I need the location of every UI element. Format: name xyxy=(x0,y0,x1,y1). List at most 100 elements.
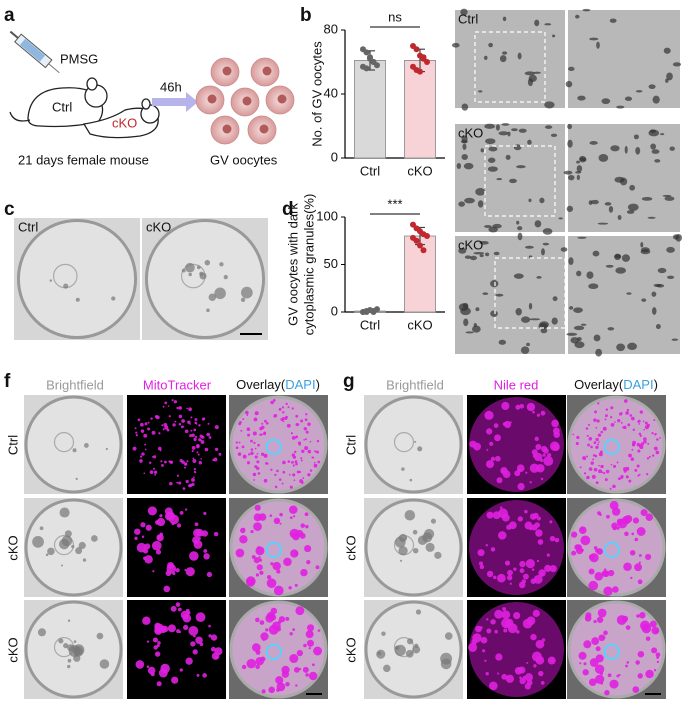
signal xyxy=(315,565,320,570)
signal xyxy=(656,438,659,441)
signal xyxy=(306,639,315,647)
granule xyxy=(398,533,408,543)
signal xyxy=(583,662,587,666)
organelle xyxy=(671,338,679,341)
signal xyxy=(591,474,596,479)
micrograph xyxy=(568,10,680,108)
signal xyxy=(276,469,279,473)
inset-box xyxy=(484,145,556,217)
signal xyxy=(307,449,312,454)
organelle xyxy=(511,128,518,132)
organelle xyxy=(666,275,675,279)
signal xyxy=(600,464,604,469)
granule xyxy=(67,619,71,622)
signal xyxy=(158,432,161,435)
signal xyxy=(537,539,544,545)
signal xyxy=(602,426,607,431)
signal xyxy=(135,431,138,434)
signal xyxy=(594,410,598,414)
organelle xyxy=(485,138,496,145)
signal xyxy=(149,470,154,474)
signal xyxy=(598,634,606,642)
signal xyxy=(292,628,296,631)
signal xyxy=(241,664,247,670)
signal xyxy=(235,548,245,558)
granule xyxy=(188,272,192,277)
signal xyxy=(162,405,165,408)
granule xyxy=(434,551,442,559)
signal xyxy=(316,439,320,443)
organelle xyxy=(490,310,498,317)
signal xyxy=(250,439,253,443)
signal xyxy=(606,514,610,519)
signal xyxy=(639,612,646,619)
granule xyxy=(206,308,210,313)
overlay-text: Overlay( xyxy=(574,377,624,392)
signal xyxy=(535,639,545,649)
signal xyxy=(484,659,487,662)
organelle xyxy=(507,131,511,137)
signal xyxy=(519,677,526,685)
signal xyxy=(625,625,631,630)
signal xyxy=(255,664,260,670)
organelle xyxy=(484,123,495,129)
organelle xyxy=(669,146,675,151)
organelle xyxy=(528,198,532,203)
signal xyxy=(595,445,599,449)
data-point xyxy=(363,49,370,56)
organelle xyxy=(615,267,626,274)
signal xyxy=(306,624,315,632)
signal xyxy=(653,669,657,672)
y-tick-label: 0 xyxy=(331,149,338,164)
organelle xyxy=(566,332,578,336)
nucleus xyxy=(53,535,75,556)
signal xyxy=(292,464,295,467)
granule xyxy=(67,644,75,652)
organelle xyxy=(666,72,673,81)
x-tick-label: Ctrl xyxy=(360,163,380,178)
signal xyxy=(598,464,600,467)
organelle xyxy=(576,270,582,277)
data-point xyxy=(420,54,427,61)
signal xyxy=(588,467,593,471)
signal xyxy=(268,686,275,694)
signal xyxy=(159,514,163,518)
signal xyxy=(191,433,195,437)
signal xyxy=(524,673,533,682)
organelle xyxy=(495,293,504,297)
signal xyxy=(640,442,645,446)
signal xyxy=(186,407,188,410)
signal xyxy=(283,557,292,567)
granule xyxy=(424,528,435,540)
signal xyxy=(210,634,218,641)
organelle xyxy=(552,296,558,302)
signal xyxy=(490,619,496,625)
granule xyxy=(63,642,69,649)
organelle xyxy=(521,316,531,323)
granule xyxy=(417,446,423,452)
signal xyxy=(140,522,146,528)
signal xyxy=(289,516,293,520)
signal xyxy=(235,441,238,444)
signal xyxy=(494,609,504,619)
signal xyxy=(610,463,613,466)
signal xyxy=(655,450,660,455)
signal xyxy=(289,654,299,664)
signal xyxy=(595,674,605,684)
micrographs xyxy=(14,8,682,699)
granule xyxy=(39,526,44,531)
granule xyxy=(376,649,386,659)
signal xyxy=(486,618,489,621)
organelle xyxy=(480,148,484,153)
signal xyxy=(535,443,542,450)
signal xyxy=(611,507,621,516)
organelle xyxy=(483,225,492,228)
signal xyxy=(592,458,595,461)
granule xyxy=(82,558,87,562)
signal xyxy=(496,477,503,484)
signal xyxy=(137,418,141,422)
signal xyxy=(623,562,632,572)
granule xyxy=(105,447,108,451)
organelle xyxy=(518,128,527,133)
signal xyxy=(291,453,296,457)
